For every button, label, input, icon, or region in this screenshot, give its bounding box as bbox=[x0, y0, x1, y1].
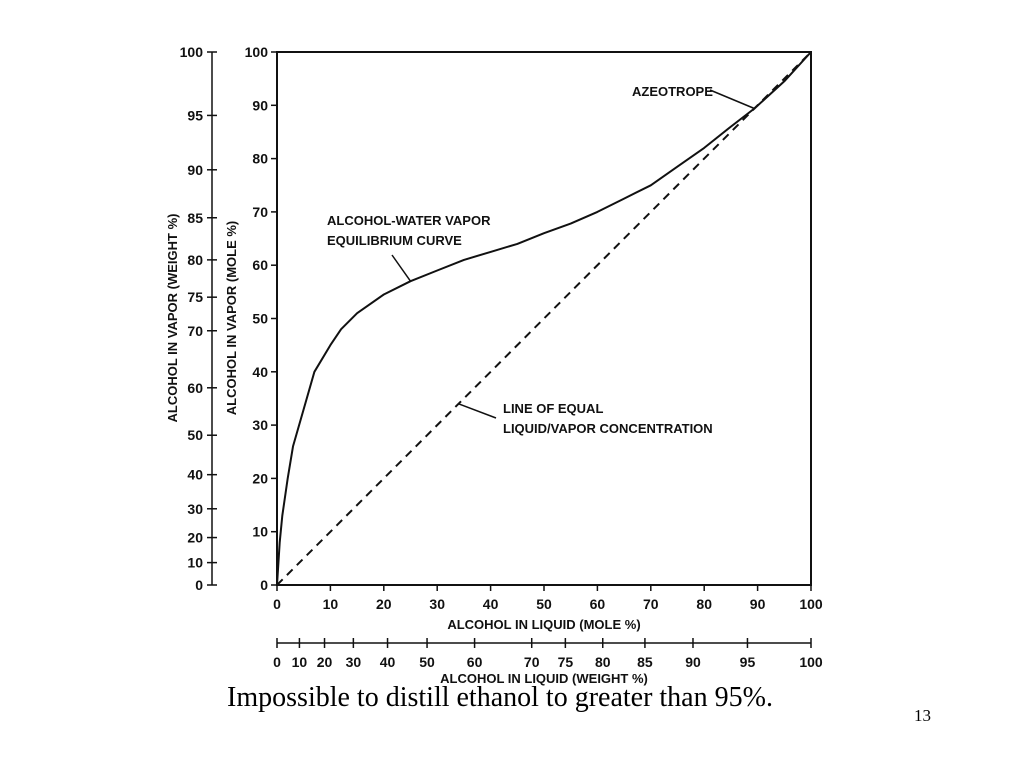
equal-line-annotation-text: LIQUID/VAPOR CONCENTRATION bbox=[503, 421, 713, 436]
x-weight-tick-label: 90 bbox=[685, 654, 701, 670]
y-weight-tick-label: 90 bbox=[187, 162, 203, 178]
x-weight-tick-label: 85 bbox=[637, 654, 653, 670]
equilibrium-curve-annotation-text: EQUILIBRIUM CURVE bbox=[327, 233, 462, 248]
y-tick-label: 40 bbox=[252, 364, 268, 380]
y-weight-tick-label: 95 bbox=[187, 107, 203, 123]
y-weight-tick-label: 0 bbox=[195, 577, 203, 593]
x-tick-label: 100 bbox=[799, 596, 823, 612]
slide-caption: Impossible to distill ethanol to greater… bbox=[227, 682, 773, 713]
y-tick-label: 60 bbox=[252, 257, 268, 273]
y-tick-label: 50 bbox=[252, 311, 268, 327]
y-weight-tick-label: 10 bbox=[187, 555, 203, 571]
x-tick-label: 90 bbox=[750, 596, 766, 612]
y-weight-tick-label: 70 bbox=[187, 323, 203, 339]
page-number: 13 bbox=[914, 706, 931, 725]
y-weight-tick-label: 100 bbox=[180, 44, 204, 60]
x-weight-tick-label: 75 bbox=[558, 654, 574, 670]
y-tick-label: 10 bbox=[252, 524, 268, 540]
equilibrium-curve bbox=[276, 51, 812, 586]
x-weight-tick-label: 100 bbox=[799, 654, 823, 670]
equal-line-annotation-leader bbox=[458, 403, 497, 419]
equal-line-annotation-text: LINE OF EQUAL bbox=[503, 401, 603, 416]
y-tick-label: 90 bbox=[252, 97, 268, 113]
x-weight-tick-label: 0 bbox=[273, 654, 281, 670]
x-weight-tick-label: 95 bbox=[740, 654, 756, 670]
y-weight-tick-label: 60 bbox=[187, 380, 203, 396]
y-weight-tick-label: 20 bbox=[187, 530, 203, 546]
y-weight-tick-label: 80 bbox=[187, 252, 203, 268]
y-weight-tick-label: 50 bbox=[187, 427, 203, 443]
x-tick-label: 30 bbox=[429, 596, 445, 612]
y-tick-label: 30 bbox=[252, 417, 268, 433]
x-weight-tick-label: 20 bbox=[317, 654, 333, 670]
x-tick-label: 60 bbox=[590, 596, 606, 612]
y-tick-label: 100 bbox=[245, 44, 269, 60]
x-weight-tick-label: 30 bbox=[346, 654, 362, 670]
equilibrium-curve-annotation-text: ALCOHOL-WATER VAPOR bbox=[327, 213, 491, 228]
x-weight-tick-label: 60 bbox=[467, 654, 483, 670]
y-tick-label: 20 bbox=[252, 470, 268, 486]
x-tick-label: 80 bbox=[696, 596, 712, 612]
y-tick-label: 70 bbox=[252, 204, 268, 220]
y-weight-axis-label: ALCOHOL IN VAPOR (WEIGHT %) bbox=[165, 214, 180, 423]
equal-concentration-line bbox=[276, 51, 812, 586]
x-weight-tick-label: 40 bbox=[380, 654, 396, 670]
equilibrium-curve-annotation-leader bbox=[391, 254, 412, 282]
x-tick-label: 10 bbox=[323, 596, 339, 612]
y-weight-tick-label: 30 bbox=[187, 501, 203, 517]
x-tick-label: 70 bbox=[643, 596, 659, 612]
y-axis-label: ALCOHOL IN VAPOR (MOLE %) bbox=[224, 221, 239, 416]
y-tick-label: 80 bbox=[252, 151, 268, 167]
x-weight-tick-label: 50 bbox=[419, 654, 435, 670]
x-tick-label: 0 bbox=[273, 596, 281, 612]
x-tick-label: 50 bbox=[536, 596, 552, 612]
x-weight-tick-label: 70 bbox=[524, 654, 540, 670]
y-tick-label: 0 bbox=[260, 577, 268, 593]
azeotrope-annotation-leader bbox=[709, 89, 755, 110]
x-tick-label: 40 bbox=[483, 596, 499, 612]
x-weight-tick-label: 80 bbox=[595, 654, 611, 670]
x-weight-axis-label: ALCOHOL IN LIQUID (WEIGHT %) bbox=[440, 671, 648, 686]
x-axis-label: ALCOHOL IN LIQUID (MOLE %) bbox=[447, 617, 640, 632]
y-weight-tick-label: 85 bbox=[187, 210, 203, 226]
x-tick-label: 20 bbox=[376, 596, 392, 612]
y-weight-tick-label: 40 bbox=[187, 467, 203, 483]
y-weight-tick-label: 75 bbox=[187, 289, 203, 305]
x-weight-tick-label: 10 bbox=[292, 654, 308, 670]
azeotrope-annotation-text: AZEOTROPE bbox=[632, 84, 713, 99]
